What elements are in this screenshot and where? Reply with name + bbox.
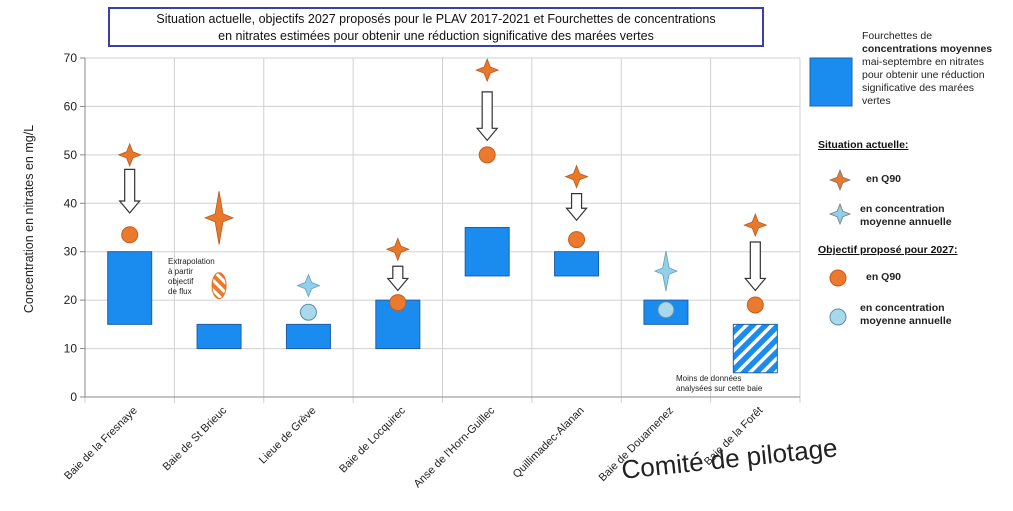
legend-target-mean-circle [829,308,847,326]
legend-current-q90: en Q90 [866,173,902,185]
legend-range-line: concentrations moyennes [862,43,993,55]
legend-range-line: pour obtenir une réduction [862,69,985,81]
x-tick-label: Anse de l'Horn-Guillec [412,404,498,490]
legend-range-text: Fourchettes de concentrations moyennes m… [862,30,992,108]
current-q90-star [564,164,589,189]
chart-title: Situation actuelle, objectifs 2027 propo… [108,7,764,47]
x-tick-label: Lieue de Grève [257,405,319,467]
annotation-line: analysées sur cette baie [676,384,763,393]
y-tick-label: 50 [64,148,78,162]
chart-title-line-1: Situation actuelle, objectifs 2027 propo… [156,12,716,26]
annotation-extrapolation: Extrapolation à partir objectif de flux [168,257,215,297]
range-bar [464,227,510,277]
annotation-line: à partir [168,267,193,276]
down-arrow [118,168,141,214]
target-q90-circle [568,231,586,249]
y-tick-label: 20 [64,293,78,307]
x-tick-label: Baie de Locquirec [337,404,408,475]
range-bars [107,227,778,374]
legend-current-mean-star [828,202,852,226]
x-tick-label: Baie de St Brieuc [161,404,230,473]
legend-range-line: mai-septembre en nitrates [862,56,984,68]
current-q90-star [475,58,500,83]
legend-markers [809,57,853,326]
current-q90-star [117,142,142,167]
current-mean-star [653,251,678,292]
y-tick-label: 10 [64,342,78,356]
y-tick-label: 30 [64,245,78,259]
grid [84,57,801,403]
current-mean-star [296,273,321,298]
legend-range-line: vertes [862,95,891,107]
x-tick-label: Baie de la Fresnaye [62,405,140,483]
target-q90-extrapolated [211,272,227,300]
legend-current-heading: Situation actuelle: [818,139,909,151]
annotation-line: de flux [168,287,192,296]
legend-current-mean-line: en concentration [860,203,945,215]
legend-target-heading: Objectif proposé pour 2027: [818,244,958,256]
target-q90-circle [389,294,407,312]
legend-range-line: significative des marées [862,82,975,94]
legend-target-mean-line: moyenne annuelle [860,315,952,327]
annotation-line: Extrapolation [168,257,215,266]
annotation-less-data: Moins de données analysées sur cette bai… [676,374,762,394]
range-bar [107,251,153,325]
current-q90-star [743,212,768,238]
range-bar [285,323,331,350]
y-tick-label: 70 [64,51,78,65]
y-axis-label: Concentration en nitrates en mg/L [22,124,36,314]
range-bar [375,299,421,350]
annotation-line: Moins de données [676,374,742,383]
current-q90-star [203,191,235,245]
range-bar [554,251,600,277]
target-q90-circle [121,226,139,244]
range-bar [196,323,242,350]
target-mean-circle [299,303,317,321]
legend-target-mean: en concentration moyenne annuelle [860,302,952,328]
annotation-line: objectif [168,277,194,286]
target-q90-circle [478,146,496,164]
legend-current-q90-star [828,168,852,192]
y-tick-label: 40 [64,196,78,210]
legend-target-q90-circle [829,269,847,287]
down-arrow [565,193,588,222]
legend-range-swatch [809,57,853,107]
down-arrow [475,91,499,142]
markers [117,58,768,321]
legend-range-line: Fourchettes de [862,30,933,42]
x-tick-label: Quillimadec-Alanan [511,405,587,481]
y-tick-label: 60 [64,99,78,113]
legend-target-q90: en Q90 [866,271,902,283]
current-q90-star [385,237,410,262]
legend-current-mean-line: moyenne annuelle [860,216,952,228]
legend-current-mean: en concentration moyenne annuelle [860,203,952,229]
y-tick-label: 0 [70,390,77,404]
target-q90-circle [746,296,764,314]
range-bar [732,323,778,374]
target-mean-circle [657,301,675,319]
chart-title-line-2: en nitrates estimées pour obtenir une ré… [218,29,654,43]
legend-target-mean-line: en concentration [860,302,945,314]
down-arrow [386,265,410,292]
down-arrow [744,241,767,292]
axes: 0 10 20 30 40 50 60 70 [64,51,800,404]
